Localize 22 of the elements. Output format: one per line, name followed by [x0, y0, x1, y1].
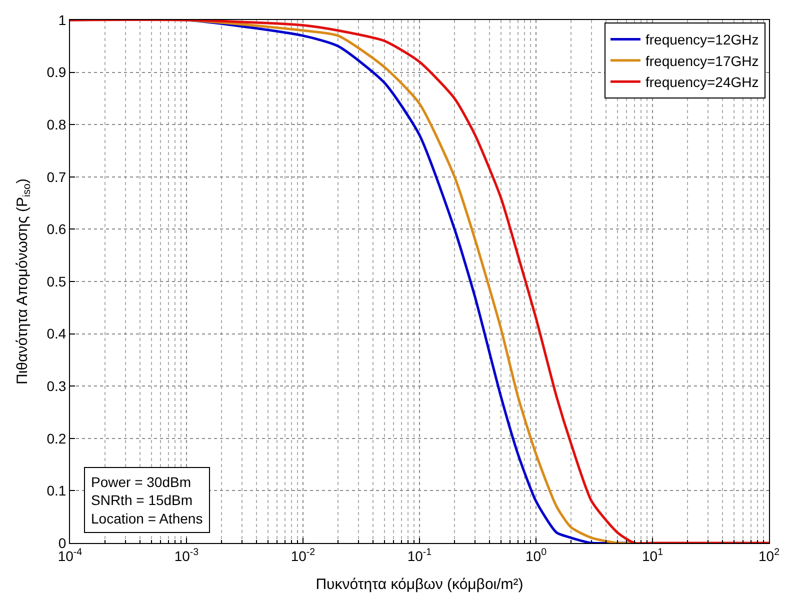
y-tick-label: 0 — [58, 534, 66, 551]
y-tick-label: 0.3 — [46, 378, 66, 394]
x-tick-label: 10$^{0}$ — [525, 546, 548, 564]
legend-label: frequency=24GHz — [646, 74, 759, 90]
x-tick-label: 10$^{-2}$ — [290, 546, 316, 564]
x-tick-label: 10$^{2}$ — [758, 546, 780, 564]
x-tick-label: 10$^{-1}$ — [407, 546, 432, 564]
legend-label: frequency=12GHz — [646, 32, 759, 48]
y-tick-label: 0.2 — [46, 430, 66, 446]
x-tick-label: 10$^{-3}$ — [174, 546, 200, 564]
y-tick-label: 0.6 — [46, 221, 66, 238]
y-tick-label: 0.4 — [46, 326, 66, 342]
annotation: Power = 30dBm SNRth = 15dBm Location = Athens — [91, 474, 203, 526]
x-axis-title: Πυκνότητα κόμβων (κόμβοι/m²) — [316, 576, 524, 593]
y-tick-label: 0.8 — [46, 116, 66, 132]
y-tick-label: 0.1 — [46, 482, 66, 499]
y-tick-label: 0.9 — [46, 64, 66, 80]
x-tick-label: 10$^{1}$ — [642, 546, 664, 564]
legend-label: frequency=17GHz — [646, 52, 759, 69]
y-tick-label: 0.5 — [46, 273, 66, 290]
y-tick-label: 0.7 — [46, 168, 66, 185]
y-tick-label: 1 — [58, 12, 66, 28]
